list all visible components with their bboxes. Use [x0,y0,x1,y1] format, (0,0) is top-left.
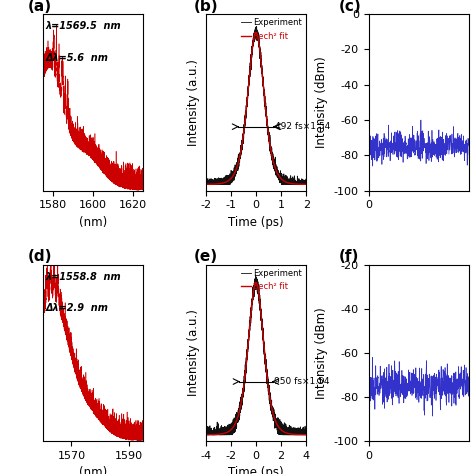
Text: Δλ=2.9  nm: Δλ=2.9 nm [46,303,109,313]
Sech² fit [220,180,226,186]
Experiment [254,24,259,29]
Experiment [291,428,296,434]
Sech² fit [241,379,247,385]
Experiment [220,432,226,438]
Text: (d): (d) [27,249,52,264]
Sech² fit [301,182,307,187]
Sech² fit [291,181,296,187]
Sech² fit [246,82,251,88]
Sech² fit [203,182,209,187]
Experiment [241,121,247,127]
Sech² fit [214,431,220,437]
Experiment [303,180,309,185]
Sech² fit [303,432,309,438]
Experiment [246,84,252,90]
Experiment [246,336,251,341]
Experiment [220,178,226,184]
Line: Experiment: Experiment [206,27,306,184]
Sech² fit [214,181,220,187]
Text: Δλ=5.6  nm: Δλ=5.6 nm [46,53,109,63]
Experiment [203,182,209,187]
Experiment [291,182,296,187]
Experiment [214,432,220,438]
X-axis label: (nm): (nm) [79,466,107,474]
Line: Experiment: Experiment [206,275,306,435]
Text: (a): (a) [27,0,52,14]
Y-axis label: Intensity (a.u.): Intensity (a.u.) [187,309,200,396]
Legend: Experiment, Sech² fit: Experiment, Sech² fit [241,269,302,291]
Sech² fit [241,125,247,131]
Text: 950 fs×1.54: 950 fs×1.54 [274,377,329,386]
Text: (b): (b) [193,0,218,14]
Sech² fit [301,432,307,438]
Line: Sech² fit: Sech² fit [206,283,306,435]
Experiment [203,432,209,438]
X-axis label: Time (ps): Time (ps) [228,466,284,474]
Experiment [303,429,309,435]
X-axis label: Time (ps): Time (ps) [228,216,284,229]
Experiment [253,272,258,278]
Experiment [214,178,220,184]
Experiment [301,427,307,432]
Text: (e): (e) [193,249,218,264]
Y-axis label: Intensity (dBm): Intensity (dBm) [315,307,328,399]
Line: Sech² fit: Sech² fit [206,32,306,184]
Sech² fit [203,432,209,438]
Y-axis label: Intensity (a.u.): Intensity (a.u.) [187,59,200,146]
Text: (f): (f) [338,249,359,264]
Sech² fit [253,280,259,286]
Sech² fit [303,182,309,187]
Text: 492 fs×1.54: 492 fs×1.54 [275,122,330,131]
Legend: Experiment, Sech² fit: Experiment, Sech² fit [241,18,302,41]
Text: λ=1569.5  nm: λ=1569.5 nm [46,21,121,31]
Sech² fit [220,431,226,437]
Sech² fit [291,431,296,437]
Text: λ=1558.8  nm: λ=1558.8 nm [46,272,121,282]
Sech² fit [246,336,251,342]
X-axis label: (nm): (nm) [79,216,107,229]
Text: (c): (c) [338,0,361,14]
Sech² fit [253,29,259,35]
Y-axis label: Intensity (dBm): Intensity (dBm) [315,56,328,148]
Experiment [241,378,247,384]
Experiment [203,179,209,185]
Experiment [301,182,307,187]
